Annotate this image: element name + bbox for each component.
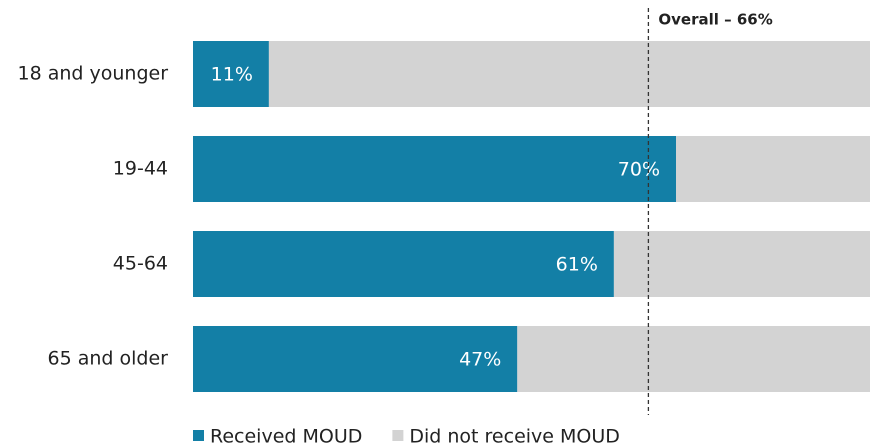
bar-segment [193,41,269,107]
value-label: 47% [459,349,501,371]
bar-segment [268,41,870,107]
value-label: 11% [211,64,253,86]
bar-segment [676,136,870,202]
category-label: 18 and younger [17,63,168,85]
legend-swatch [193,430,204,441]
legend-label: Did not receive MOUD [409,426,620,447]
legend-swatch [392,430,404,441]
bar-segment [517,326,870,392]
legend-label: Received MOUD [210,426,362,447]
category-label: 19-44 [113,158,168,180]
bar-segment [613,231,870,297]
value-label: 61% [556,254,598,276]
bar-segment [193,136,676,202]
bar-segment [193,231,614,297]
category-label: 45-64 [113,253,168,275]
category-label: 65 and older [48,348,169,370]
annotation: Overall – 66% [658,11,772,29]
value-label: 70% [618,159,660,181]
bar-segment [193,326,518,392]
